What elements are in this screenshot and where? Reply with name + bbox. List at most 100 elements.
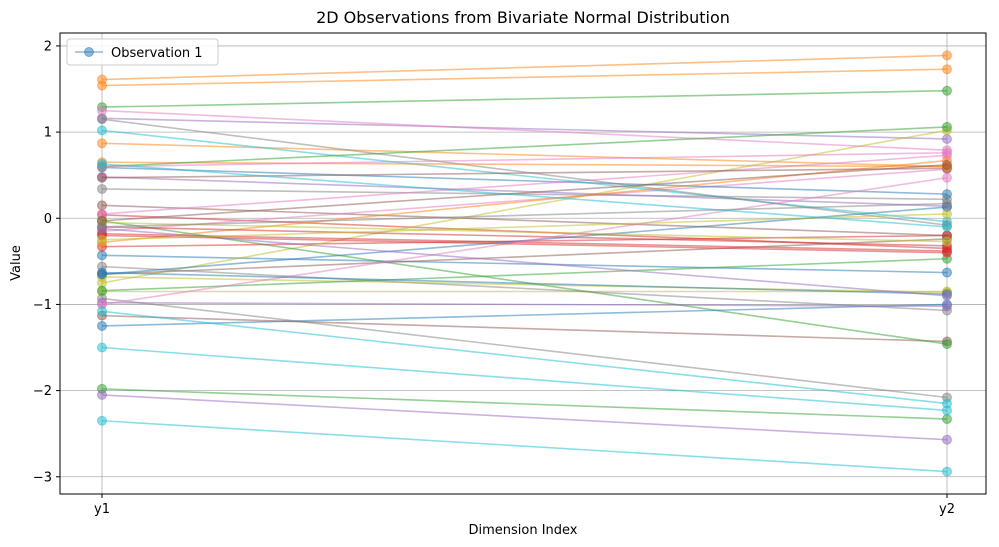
data-point xyxy=(97,250,107,261)
y-tick-label: −1 xyxy=(33,298,52,313)
data-point xyxy=(942,398,952,409)
series-line xyxy=(101,126,948,168)
data-point xyxy=(97,320,107,331)
y-tick-label: 1 xyxy=(44,126,52,141)
data-point xyxy=(97,415,107,426)
series-line xyxy=(101,188,948,201)
data-point xyxy=(942,133,952,144)
x-tick-label: y1 xyxy=(94,502,110,517)
data-point xyxy=(942,236,952,247)
series-line xyxy=(101,117,948,140)
series-group xyxy=(97,50,952,477)
series-line xyxy=(101,129,948,223)
series-line xyxy=(101,314,948,343)
data-point xyxy=(942,434,952,445)
series-line xyxy=(101,220,948,345)
data-point xyxy=(942,208,952,219)
data-point xyxy=(942,147,952,158)
series-line xyxy=(101,176,948,306)
series-line xyxy=(101,310,948,405)
series-line xyxy=(101,164,948,222)
series-line xyxy=(101,297,948,399)
series-line xyxy=(101,388,948,420)
series-line xyxy=(101,142,948,168)
legend: Observation 1 xyxy=(66,38,219,66)
series-line xyxy=(101,226,948,247)
data-point xyxy=(942,414,952,425)
series-line xyxy=(101,163,948,228)
data-point xyxy=(97,105,107,116)
data-point xyxy=(97,234,107,245)
data-point xyxy=(942,290,952,301)
data-point xyxy=(97,138,107,149)
data-point xyxy=(97,172,107,183)
data-point xyxy=(942,121,952,132)
series-line xyxy=(101,265,948,312)
data-point xyxy=(97,200,107,211)
y-tick-label: 0 xyxy=(44,212,52,227)
data-point xyxy=(942,172,952,183)
data-point xyxy=(942,189,952,200)
series-line xyxy=(101,89,948,108)
series-line xyxy=(101,204,948,237)
data-point xyxy=(97,80,107,91)
series-line xyxy=(101,161,948,168)
series-line xyxy=(101,271,948,295)
data-point xyxy=(942,50,952,61)
legend-label: Observation 1 xyxy=(111,46,203,61)
series-line xyxy=(101,213,948,241)
series-line xyxy=(101,202,948,228)
data-point xyxy=(97,114,107,125)
legend-marker-swatch xyxy=(84,47,94,57)
data-point xyxy=(97,342,107,353)
series-line xyxy=(101,301,948,307)
series-line xyxy=(101,234,948,254)
data-point xyxy=(97,125,107,136)
data-point xyxy=(942,247,952,258)
data-point xyxy=(97,285,107,296)
legend-box xyxy=(66,38,219,66)
data-point xyxy=(942,85,952,96)
series-line xyxy=(101,54,948,81)
data-point xyxy=(942,301,952,312)
series-line xyxy=(101,346,948,412)
series-line xyxy=(101,232,948,252)
x-axis-title: Dimension Index xyxy=(468,523,577,538)
series-line xyxy=(101,166,948,195)
series-line xyxy=(101,167,948,179)
data-point xyxy=(942,198,952,209)
series-line xyxy=(101,227,948,297)
series-line xyxy=(101,419,948,473)
y-tick-label: −3 xyxy=(33,470,52,485)
x-tick-label: y2 xyxy=(939,502,955,517)
series-line xyxy=(101,68,948,87)
data-point xyxy=(942,466,952,477)
series-line xyxy=(101,303,948,327)
series-line xyxy=(101,394,948,441)
data-point xyxy=(97,389,107,400)
y-axis-title: Value xyxy=(9,245,24,281)
data-point xyxy=(97,267,107,278)
y-tick-label: −2 xyxy=(33,384,52,399)
series-line xyxy=(101,176,948,207)
y-tick-label: 2 xyxy=(44,39,52,54)
series-line xyxy=(101,109,948,151)
axis-ticks: −3 −2 −1 0 1 2 y1 y2 xyxy=(33,39,955,517)
data-point xyxy=(942,221,952,232)
series-line xyxy=(101,221,948,243)
series-line xyxy=(101,238,948,276)
plot-frame xyxy=(59,32,987,495)
chart-title: 2D Observations from Bivariate Normal Di… xyxy=(316,8,730,27)
data-point xyxy=(942,159,952,170)
series-line xyxy=(101,257,948,292)
data-point xyxy=(97,306,107,317)
data-point xyxy=(97,158,107,169)
data-point xyxy=(942,267,952,278)
data-point xyxy=(97,221,107,232)
series-line xyxy=(101,151,948,168)
series-line xyxy=(101,168,948,232)
data-point xyxy=(942,339,952,350)
data-point xyxy=(942,64,952,75)
data-point xyxy=(97,183,107,194)
